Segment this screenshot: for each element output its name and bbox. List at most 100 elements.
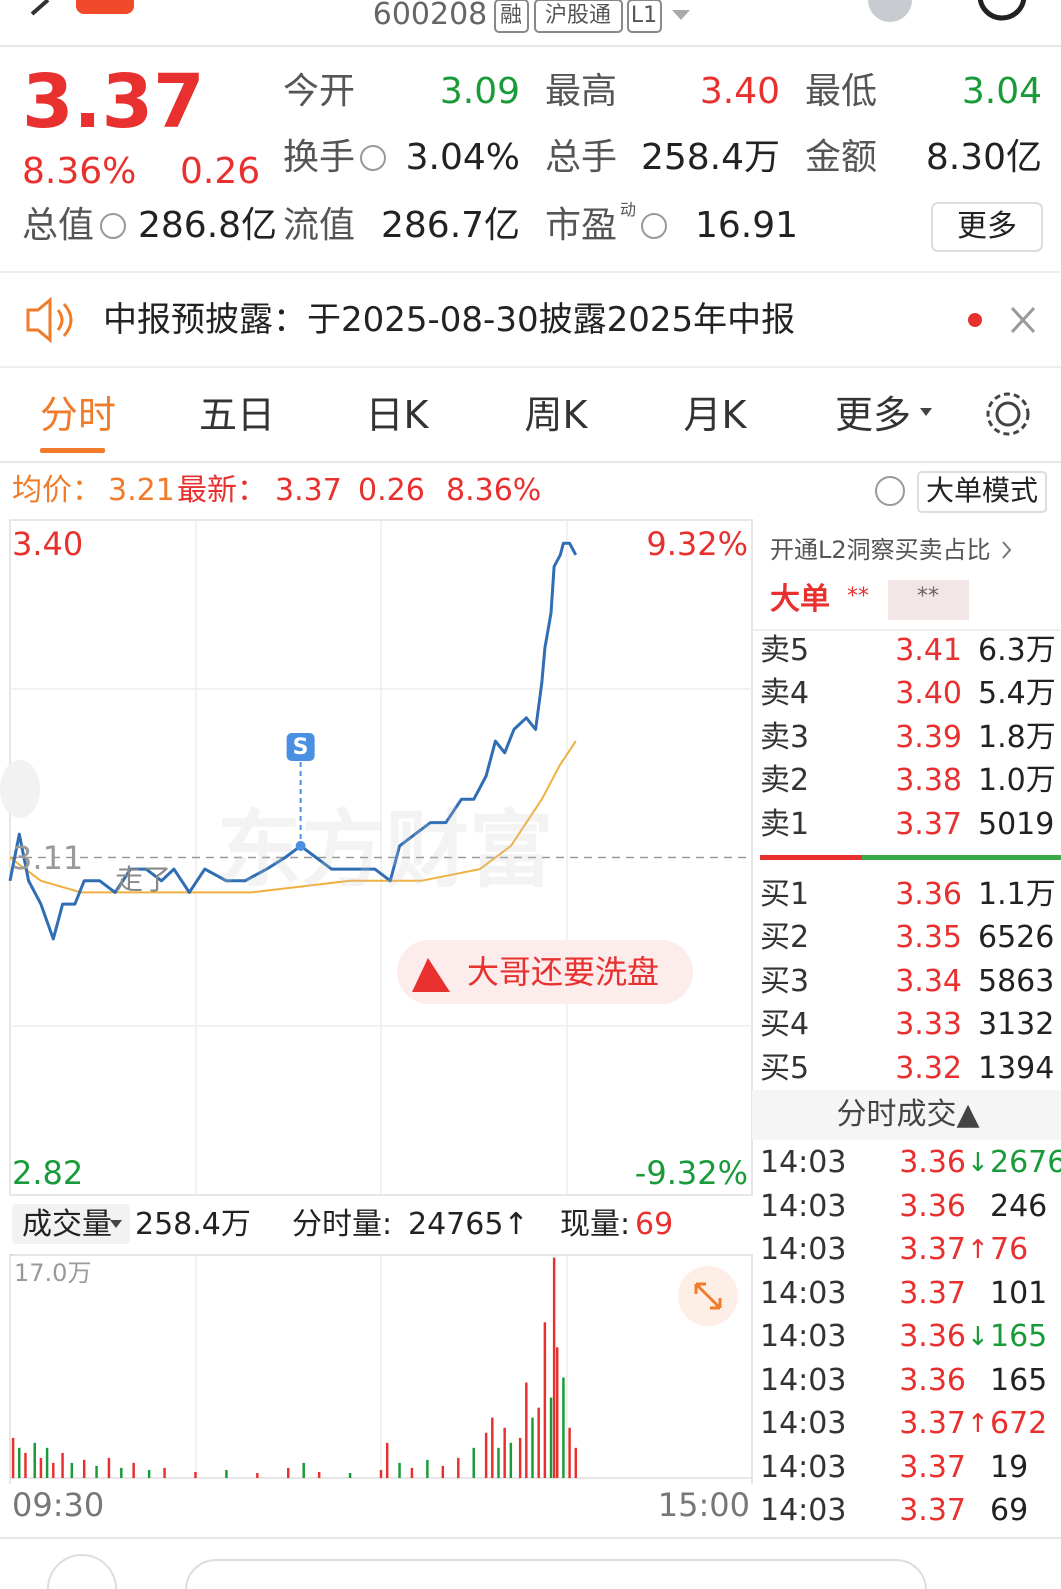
volume-tick-label: 17.0万 bbox=[14, 1259, 92, 1287]
dropdown-icon[interactable] bbox=[672, 10, 690, 20]
volume-bar bbox=[95, 1465, 98, 1478]
volume-bar bbox=[317, 1471, 321, 1478]
promo-text[interactable]: 大哥还要洗盘 bbox=[466, 953, 660, 991]
volume-bar bbox=[441, 1465, 445, 1478]
field-label: 市盈 bbox=[545, 205, 618, 246]
marker-dot bbox=[295, 840, 306, 851]
chevron bbox=[1002, 541, 1012, 559]
promo-pill[interactable] bbox=[397, 940, 693, 1004]
info-icon[interactable] bbox=[360, 145, 386, 171]
tick-price: 3.37 bbox=[899, 1275, 966, 1311]
tick-time: 14:03 bbox=[760, 1145, 847, 1180]
tick-price: 3.37 bbox=[899, 1232, 966, 1267]
info-latest: 3.37 bbox=[275, 473, 342, 508]
avg-line bbox=[9, 740, 577, 894]
avatar[interactable] bbox=[868, 0, 912, 22]
info-pct: 8.36% bbox=[446, 473, 542, 508]
volume-bar bbox=[132, 1462, 135, 1478]
tab[interactable]: 更多 bbox=[834, 393, 912, 437]
sell-volume: 1.8万 bbox=[978, 719, 1056, 755]
info-change: 0.26 bbox=[358, 473, 425, 508]
field-label: 最高 bbox=[545, 71, 618, 112]
sell-ratio bbox=[760, 855, 862, 860]
field-value: 3.04 bbox=[961, 71, 1042, 112]
field-label: 金额 bbox=[805, 137, 878, 178]
info-icon[interactable] bbox=[100, 213, 126, 239]
buy-ratio bbox=[862, 855, 1061, 860]
volume-bar bbox=[568, 1427, 571, 1478]
search-icon[interactable] bbox=[977, 0, 1027, 21]
volume-bar bbox=[52, 1462, 55, 1478]
comment-box[interactable] bbox=[185, 1559, 927, 1589]
info-icon[interactable] bbox=[641, 213, 667, 239]
ticks-title[interactable]: 分时成交▲ bbox=[836, 1097, 980, 1132]
close-icon[interactable] bbox=[1010, 306, 1036, 334]
volume-bar bbox=[398, 1462, 401, 1478]
tick-volume: 2676 bbox=[990, 1145, 1061, 1180]
tick-volume: 246 bbox=[990, 1188, 1048, 1224]
side-handle[interactable] bbox=[0, 760, 40, 818]
field-label: 换手 bbox=[283, 137, 356, 178]
volume-bar bbox=[385, 1442, 389, 1478]
sell-volume: 5.4万 bbox=[978, 676, 1056, 712]
tag: 融 bbox=[499, 3, 523, 28]
sell-volume: 5019 bbox=[978, 806, 1055, 842]
volume-bar bbox=[348, 1473, 352, 1478]
tick-volume: 76 bbox=[990, 1232, 1029, 1267]
field-value: 3.04% bbox=[405, 137, 520, 178]
buy-price: 3.34 bbox=[895, 963, 962, 999]
info-latest-label: 最新： bbox=[177, 473, 267, 508]
volume-bar bbox=[147, 1469, 151, 1478]
field-value: 16.91 bbox=[695, 205, 799, 246]
volume-bar bbox=[549, 1397, 553, 1478]
tick-price: 3.36 bbox=[899, 1145, 966, 1180]
tick-volume: 165 bbox=[990, 1319, 1048, 1354]
mode-button[interactable] bbox=[917, 471, 1047, 513]
tick-time: 14:03 bbox=[760, 1232, 847, 1267]
speaker-icon bbox=[26, 296, 73, 344]
field-label: 最低 bbox=[805, 71, 878, 112]
more-button[interactable] bbox=[931, 202, 1043, 252]
tab[interactable]: 五日 bbox=[198, 393, 276, 437]
tick-volume: 101 bbox=[990, 1275, 1048, 1311]
volume-bar bbox=[45, 1447, 49, 1478]
volume-bar bbox=[518, 1437, 522, 1478]
buy-label: 买2 bbox=[760, 920, 810, 956]
mode-button[interactable]: 大单模式 bbox=[925, 474, 1039, 507]
sell-volume: 6.3万 bbox=[978, 633, 1056, 668]
x-tick-label: 09:30 bbox=[12, 1486, 105, 1524]
field-value: 8.30亿 bbox=[925, 137, 1042, 178]
l2-promo[interactable]: 开通L2洞察买卖占比 bbox=[770, 536, 991, 564]
volume-label[interactable]: 成交量 bbox=[22, 1207, 112, 1242]
settings-icon[interactable] bbox=[986, 392, 1030, 436]
volume-select[interactable] bbox=[12, 1204, 130, 1244]
logo bbox=[76, 0, 134, 14]
tab[interactable]: 月K bbox=[683, 393, 747, 437]
y-tick-label: 2.82 bbox=[12, 1154, 84, 1192]
back-icon[interactable] bbox=[30, 0, 50, 16]
tab[interactable]: 日K bbox=[365, 393, 429, 437]
tab[interactable]: 周K bbox=[524, 393, 588, 437]
more-button[interactable]: 更多 bbox=[957, 209, 1017, 244]
sell-price: 3.41 bbox=[895, 633, 962, 668]
tick-direction: ↑ bbox=[967, 1235, 989, 1265]
buy-label: 买3 bbox=[760, 963, 810, 999]
tick-time: 14:03 bbox=[760, 1406, 847, 1441]
nav-button[interactable] bbox=[47, 1554, 117, 1589]
help-icon[interactable] bbox=[875, 476, 905, 506]
settings-icon[interactable] bbox=[995, 401, 1021, 427]
notice-text[interactable]: 中报预披露：于2025-08-30披露2025年中报 bbox=[103, 300, 796, 340]
tick-time: 14:03 bbox=[760, 1319, 847, 1354]
y2-tick-label: 9.32% bbox=[646, 525, 748, 563]
expand-icon[interactable] bbox=[694, 1282, 722, 1310]
tag-box bbox=[494, 0, 529, 33]
tab[interactable]: 分时 bbox=[39, 393, 117, 437]
volume-bar bbox=[287, 1467, 290, 1478]
sell-label: 卖5 bbox=[760, 633, 810, 668]
tag: 沪股通 bbox=[544, 3, 612, 28]
dropdown-icon[interactable] bbox=[920, 408, 932, 416]
big-sell-mask: ** bbox=[917, 584, 939, 609]
tick-time: 14:03 bbox=[760, 1275, 847, 1311]
field-value: 3.40 bbox=[699, 71, 780, 112]
